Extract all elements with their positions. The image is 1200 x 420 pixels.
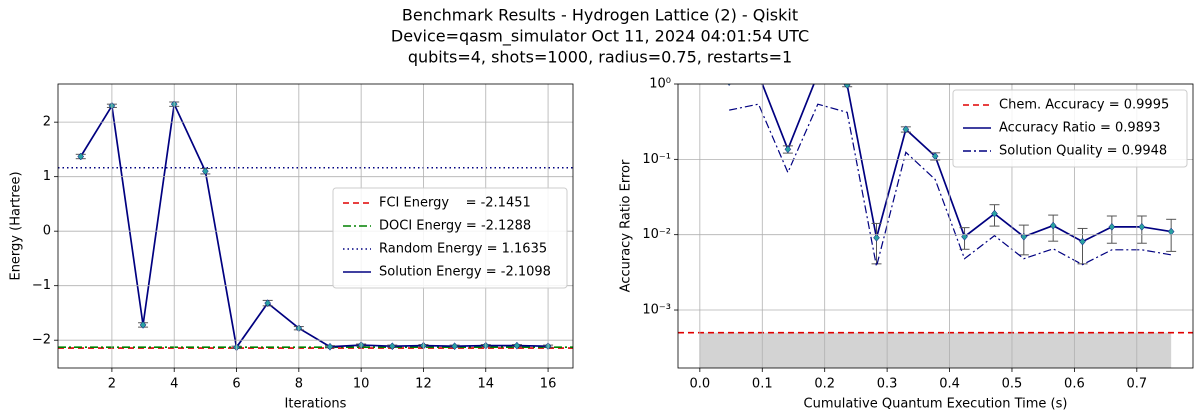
x-tick-label: 10 — [353, 377, 370, 392]
point — [756, 71, 762, 78]
x-tick-label: 0.7 — [1126, 377, 1147, 392]
figure-subtitle: qubits=4, shots=1000, radius=0.75, resta… — [408, 48, 792, 67]
point — [815, 71, 821, 78]
point — [202, 167, 209, 176]
legend: Chem. Accuracy = 0.9995 Accuracy Ratio = … — [952, 89, 1188, 168]
legend-label: Chem. Accuracy = 0.9995 — [999, 98, 1169, 113]
point — [451, 342, 458, 351]
point — [1079, 237, 1086, 246]
point — [991, 209, 998, 218]
x-tick-label: 2 — [108, 377, 116, 392]
legend: FCI Energy = -2.1451 DOCI Energy = -2.128… — [332, 187, 568, 289]
point — [873, 233, 880, 242]
accuracy-region — [699, 332, 1172, 368]
point — [264, 299, 272, 308]
legend-box — [952, 89, 1188, 168]
legend-label: DOCI Energy = -2.1288 — [379, 219, 531, 234]
y-axis-label: Energy (Hartree) — [9, 171, 24, 280]
point — [388, 342, 396, 351]
y-tick-label: 2 — [43, 115, 51, 130]
error-bar — [813, 73, 823, 75]
x-tick-label: 8 — [295, 377, 303, 392]
x-tick-label: 0.3 — [877, 377, 898, 392]
x-tick-label: 0.6 — [1064, 377, 1085, 392]
legend-label: Random Energy = 1.1635 — [379, 242, 547, 257]
error-bar — [724, 84, 735, 85]
plot-area — [58, 100, 573, 352]
x-axis-label: Cumulative Quantum Execution Time (s) — [804, 397, 1068, 412]
y-tick-label: 10⁻² — [642, 227, 671, 242]
legend-label: Solution Quality = 0.9948 — [999, 144, 1167, 159]
axes-frame — [677, 83, 1194, 369]
axes-frame — [57, 83, 574, 369]
x-tick-label: 4 — [170, 377, 178, 392]
point — [902, 125, 910, 134]
legend-label: FCI Energy = -2.1451 — [379, 196, 531, 211]
y-tick-label: −1 — [32, 278, 51, 293]
x-tick-label: 14 — [477, 377, 494, 392]
point — [1108, 222, 1116, 231]
legend-label: Accuracy Ratio = 0.9893 — [999, 121, 1161, 136]
point — [77, 152, 85, 161]
x-tick-label: 12 — [415, 377, 432, 392]
x-axis-label: Iterations — [285, 397, 347, 412]
x-tick-label: 6 — [232, 377, 240, 392]
x-tick-label: 0.2 — [814, 377, 835, 392]
figure-title: Benchmark Results - Hydrogen Lattice (2)… — [402, 6, 798, 25]
point — [1138, 222, 1146, 231]
legend-box — [332, 187, 568, 289]
x-tick-label: 0.1 — [752, 377, 773, 392]
point — [1049, 221, 1057, 230]
error-bar — [754, 73, 764, 75]
x-tick-label: 0.4 — [939, 377, 960, 392]
legend-label: Solution Energy = -2.1098 — [379, 265, 551, 280]
x-tick-label: 0.0 — [690, 377, 711, 392]
y-tick-label: 10⁰ — [649, 77, 671, 92]
point — [139, 321, 147, 329]
point — [513, 341, 521, 350]
x-tick-label: 16 — [540, 377, 557, 392]
x-tick-label: 0.5 — [1002, 377, 1023, 392]
y-tick-label: −2 — [32, 333, 51, 348]
point — [326, 342, 334, 351]
y-tick-label: 1 — [43, 169, 51, 184]
y-tick-label: 10⁻¹ — [642, 152, 671, 167]
y-tick-label: 10⁻³ — [642, 303, 671, 318]
point — [843, 84, 851, 89]
figure-subtitle: Device=qasm_simulator Oct 11, 2024 04:01… — [391, 27, 809, 47]
y-tick-label: 0 — [43, 224, 51, 239]
error-bar — [1077, 227, 1088, 265]
series-line — [80, 101, 549, 350]
y-axis-label: Accuracy Ratio Error — [619, 159, 634, 292]
point — [784, 145, 792, 154]
point — [727, 84, 731, 86]
error-bar — [871, 222, 882, 265]
point — [1167, 227, 1175, 236]
